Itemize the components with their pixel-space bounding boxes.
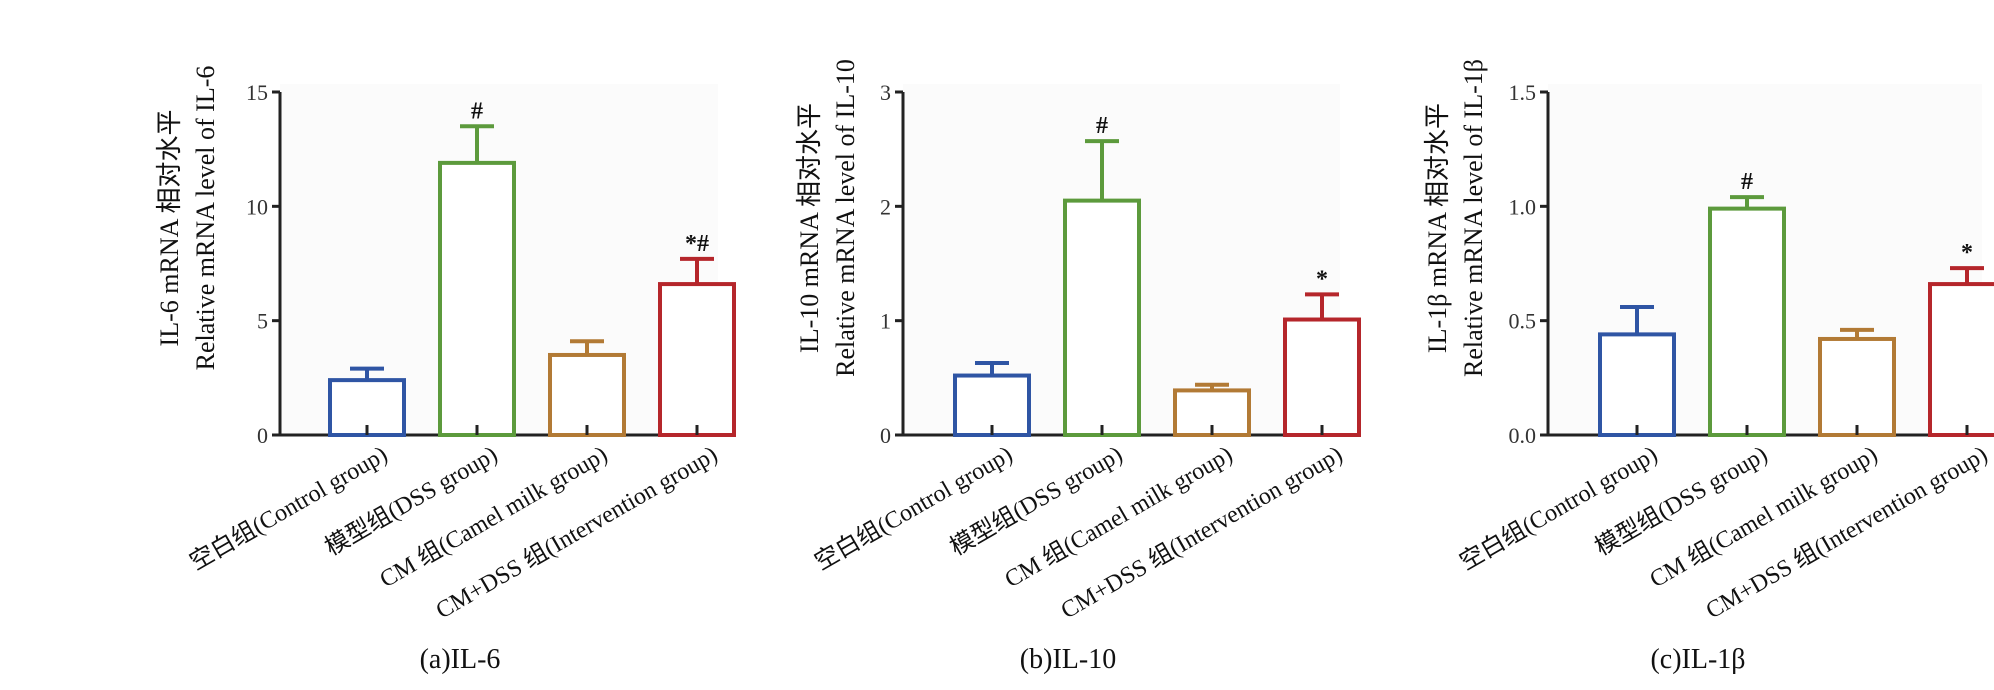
panel-a-ylabel-cn: IL-6 mRNA 相对水平 bbox=[155, 110, 184, 347]
panel-c-ylabel-en: Relative mRNA level of IL-1β bbox=[1459, 59, 1488, 377]
panel-b-significance-2: # bbox=[1096, 113, 1108, 139]
panel-a-caption: (a)IL-6 bbox=[420, 644, 501, 675]
panel-c-category-label-1: 空白组(Control group) bbox=[1455, 441, 1662, 576]
panel-b-bar-2 bbox=[1063, 198, 1141, 437]
panel-b-y-tick-label: 0 bbox=[880, 423, 891, 448]
panel-a-significance-4: *# bbox=[685, 231, 709, 257]
panel-c-ylabel-cn: IL-1β mRNA 相对水平 bbox=[1423, 103, 1452, 353]
panel-a-significance-2: # bbox=[471, 98, 483, 124]
panel-c-bar-4 bbox=[1928, 282, 1994, 437]
panel-b-caption: (b)IL-10 bbox=[1020, 644, 1116, 675]
panel-a-bar-3 bbox=[548, 352, 626, 438]
panel-a-bar-4 bbox=[658, 282, 736, 437]
panel-c: 0.00.51.01.5 空白组(Control group)#模型组(DSS … bbox=[1423, 59, 1994, 675]
panel-c-bar-3 bbox=[1818, 336, 1896, 437]
panel-c-bar-2 bbox=[1708, 206, 1786, 437]
panel-b-y-tick-label: 2 bbox=[880, 194, 891, 219]
panel-b-ylabel-en: Relative mRNA level of IL-10 bbox=[831, 59, 860, 377]
panel-c-significance-4: * bbox=[1961, 240, 1973, 266]
panel-c-y-tick-label: 0.0 bbox=[1509, 423, 1537, 448]
panel-c-y-tick-label: 1.0 bbox=[1509, 194, 1537, 219]
panel-a-y-tick-label: 15 bbox=[246, 80, 268, 105]
panel-c-y-tick-label: 1.5 bbox=[1509, 80, 1537, 105]
panel-c-bar-1 bbox=[1598, 332, 1676, 437]
panel-b-bar-4 bbox=[1283, 317, 1361, 438]
panel-c-caption: (c)IL-1β bbox=[1650, 644, 1745, 675]
panel-b-significance-4: * bbox=[1316, 266, 1328, 292]
panel-a-ylabel-en: Relative mRNA level of IL-6 bbox=[191, 66, 220, 371]
panel-b-category-label-1: 空白组(Control group) bbox=[810, 441, 1017, 576]
panel-c-significance-2: # bbox=[1741, 169, 1753, 195]
panel-b-ylabel-cn: IL-10 mRNA 相对水平 bbox=[795, 103, 824, 353]
panel-a-category-label-1: 空白组(Control group) bbox=[185, 441, 392, 576]
panel-a-bar-2 bbox=[438, 160, 516, 438]
panel-b-y-tick-label: 1 bbox=[880, 309, 891, 334]
panel-b-y-tick-label: 3 bbox=[880, 80, 891, 105]
panel-a-y-tick-label: 10 bbox=[246, 194, 268, 219]
panel-a-y-tick-label: 0 bbox=[257, 423, 268, 448]
panel-a-y-tick-label: 5 bbox=[257, 309, 268, 334]
panel-c-y-tick-label: 0.5 bbox=[1509, 309, 1537, 334]
